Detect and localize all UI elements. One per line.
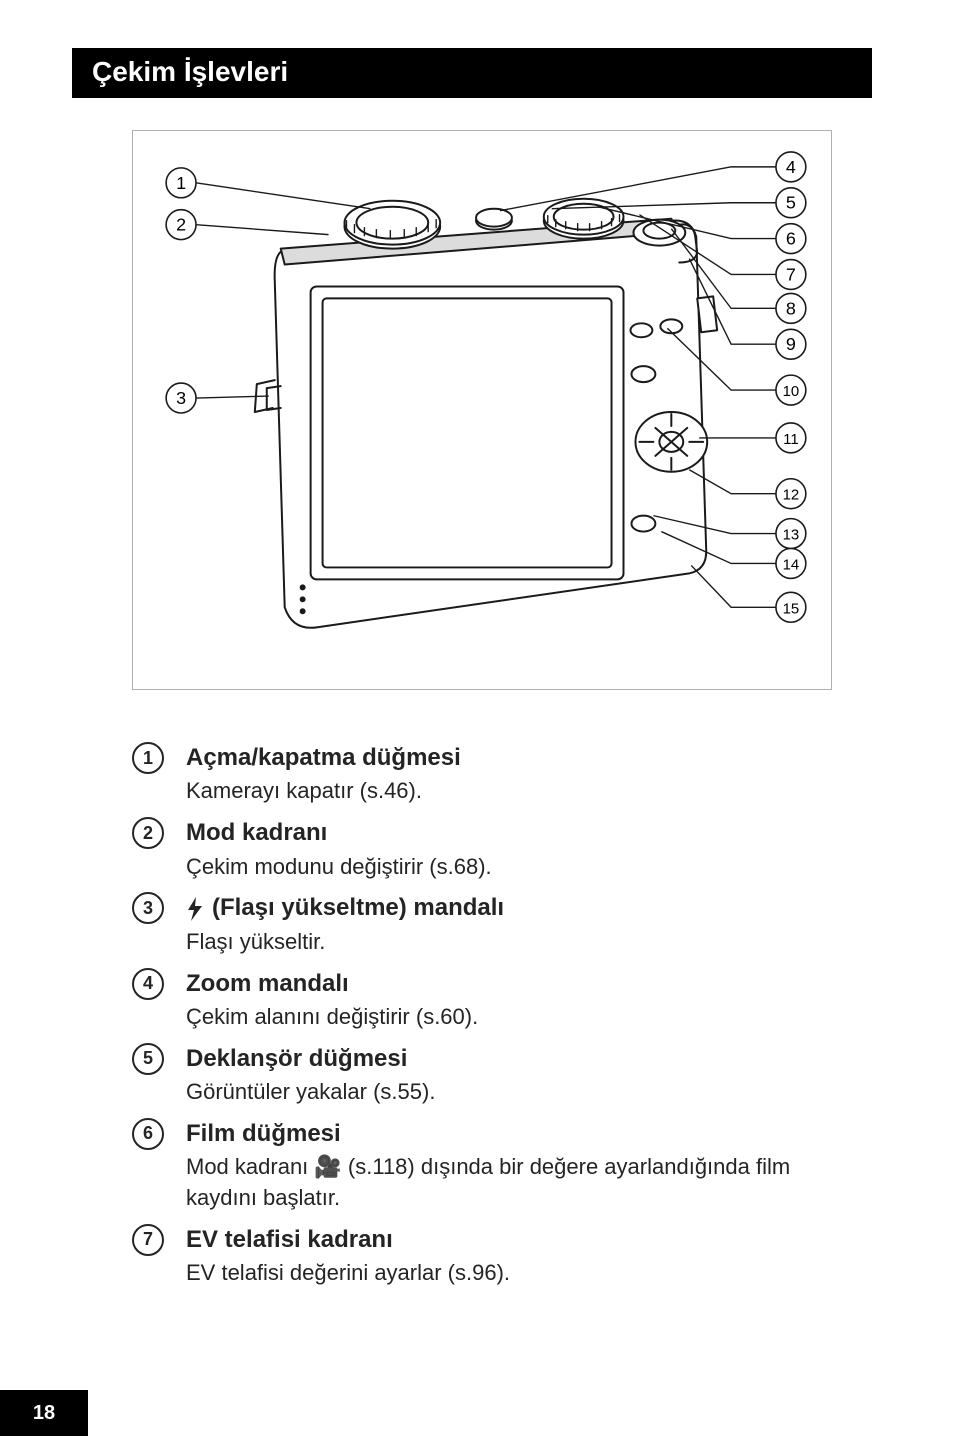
svg-text:12: 12 (783, 487, 800, 504)
item-title-text: Film düğmesi (186, 1118, 341, 1150)
list-item: 7 EV telafisi kadranıEV telafisi değerini… (132, 1222, 832, 1289)
svg-text:8: 8 (786, 298, 796, 318)
item-subtitle: Mod kadranı 🎥 (s.118) dışında bir değere… (186, 1152, 832, 1214)
section-title: Çekim İşlevleri (92, 56, 288, 87)
list-item: 5 Deklanşör düğmesiGörüntüler yakalar (s.… (132, 1041, 832, 1108)
page-number: 18 (0, 1390, 88, 1436)
svg-text:14: 14 (783, 556, 800, 573)
item-title: Mod kadranı (186, 817, 832, 849)
flash-icon (186, 897, 204, 921)
item-subtitle: Çekim modunu değiştirir (s.68). (186, 852, 832, 883)
svg-text:11: 11 (783, 431, 799, 448)
svg-text:3: 3 (176, 388, 186, 408)
item-title: Zoom mandalı (186, 968, 832, 1000)
item-number-badge: 7 (132, 1224, 164, 1256)
item-number-badge: 6 (132, 1118, 164, 1150)
item-title-text: Mod kadranı (186, 817, 327, 849)
svg-text:15: 15 (783, 600, 800, 617)
item-subtitle: Çekim alanını değiştirir (s.60). (186, 1002, 832, 1033)
item-title: Film düğmesi (186, 1118, 832, 1150)
item-title-text: Deklanşör düğmesi (186, 1043, 407, 1075)
item-subtitle: Kamerayı kapatır (s.46). (186, 776, 832, 807)
item-title: Deklanşör düğmesi (186, 1043, 832, 1075)
item-subtitle: Flaşı yükseltir. (186, 927, 832, 958)
camera-diagram: 123 456789101112131415 (133, 131, 831, 689)
item-title-text: Zoom mandalı (186, 968, 349, 1000)
item-title-text: EV telafisi kadranı (186, 1224, 393, 1256)
section-header: Çekim İşlevleri (72, 48, 872, 98)
item-number-badge: 3 (132, 892, 164, 924)
item-title-text: Açma/kapatma düğmesi (186, 742, 461, 774)
item-number-badge: 4 (132, 968, 164, 1000)
list-item: 6 Film düğmesiMod kadranı 🎥 (s.118) dışın… (132, 1116, 832, 1214)
diagram-frame: 123 456789101112131415 (132, 130, 832, 690)
svg-text:5: 5 (786, 193, 796, 213)
svg-text:13: 13 (783, 527, 800, 544)
list-item: 4 Zoom mandalıÇekim alanını değiştirir (s… (132, 966, 832, 1033)
svg-text:9: 9 (786, 334, 796, 354)
svg-text:1: 1 (176, 173, 186, 193)
svg-text:6: 6 (786, 229, 796, 249)
svg-text:7: 7 (786, 264, 796, 284)
item-subtitle: EV telafisi değerini ayarlar (s.96). (186, 1258, 832, 1289)
item-title: EV telafisi kadranı (186, 1224, 832, 1256)
list-item: 2 Mod kadranıÇekim modunu değiştirir (s.6… (132, 815, 832, 882)
item-title: (Flaşı yükseltme) mandalı (186, 892, 832, 924)
svg-text:4: 4 (786, 157, 796, 177)
list-item: 3 (Flaşı yükseltme) mandalıFlaşı yükselti… (132, 890, 832, 957)
svg-text:10: 10 (783, 383, 800, 400)
svg-text:2: 2 (176, 215, 186, 235)
item-subtitle: Görüntüler yakalar (s.55). (186, 1077, 832, 1108)
item-number-badge: 5 (132, 1043, 164, 1075)
item-list: 1 Açma/kapatma düğmesiKamerayı kapatır (s… (132, 740, 832, 1297)
item-number-badge: 2 (132, 817, 164, 849)
item-number-badge: 1 (132, 742, 164, 774)
item-title-text: (Flaşı yükseltme) mandalı (212, 892, 504, 924)
list-item: 1 Açma/kapatma düğmesiKamerayı kapatır (s… (132, 740, 832, 807)
item-title: Açma/kapatma düğmesi (186, 742, 832, 774)
